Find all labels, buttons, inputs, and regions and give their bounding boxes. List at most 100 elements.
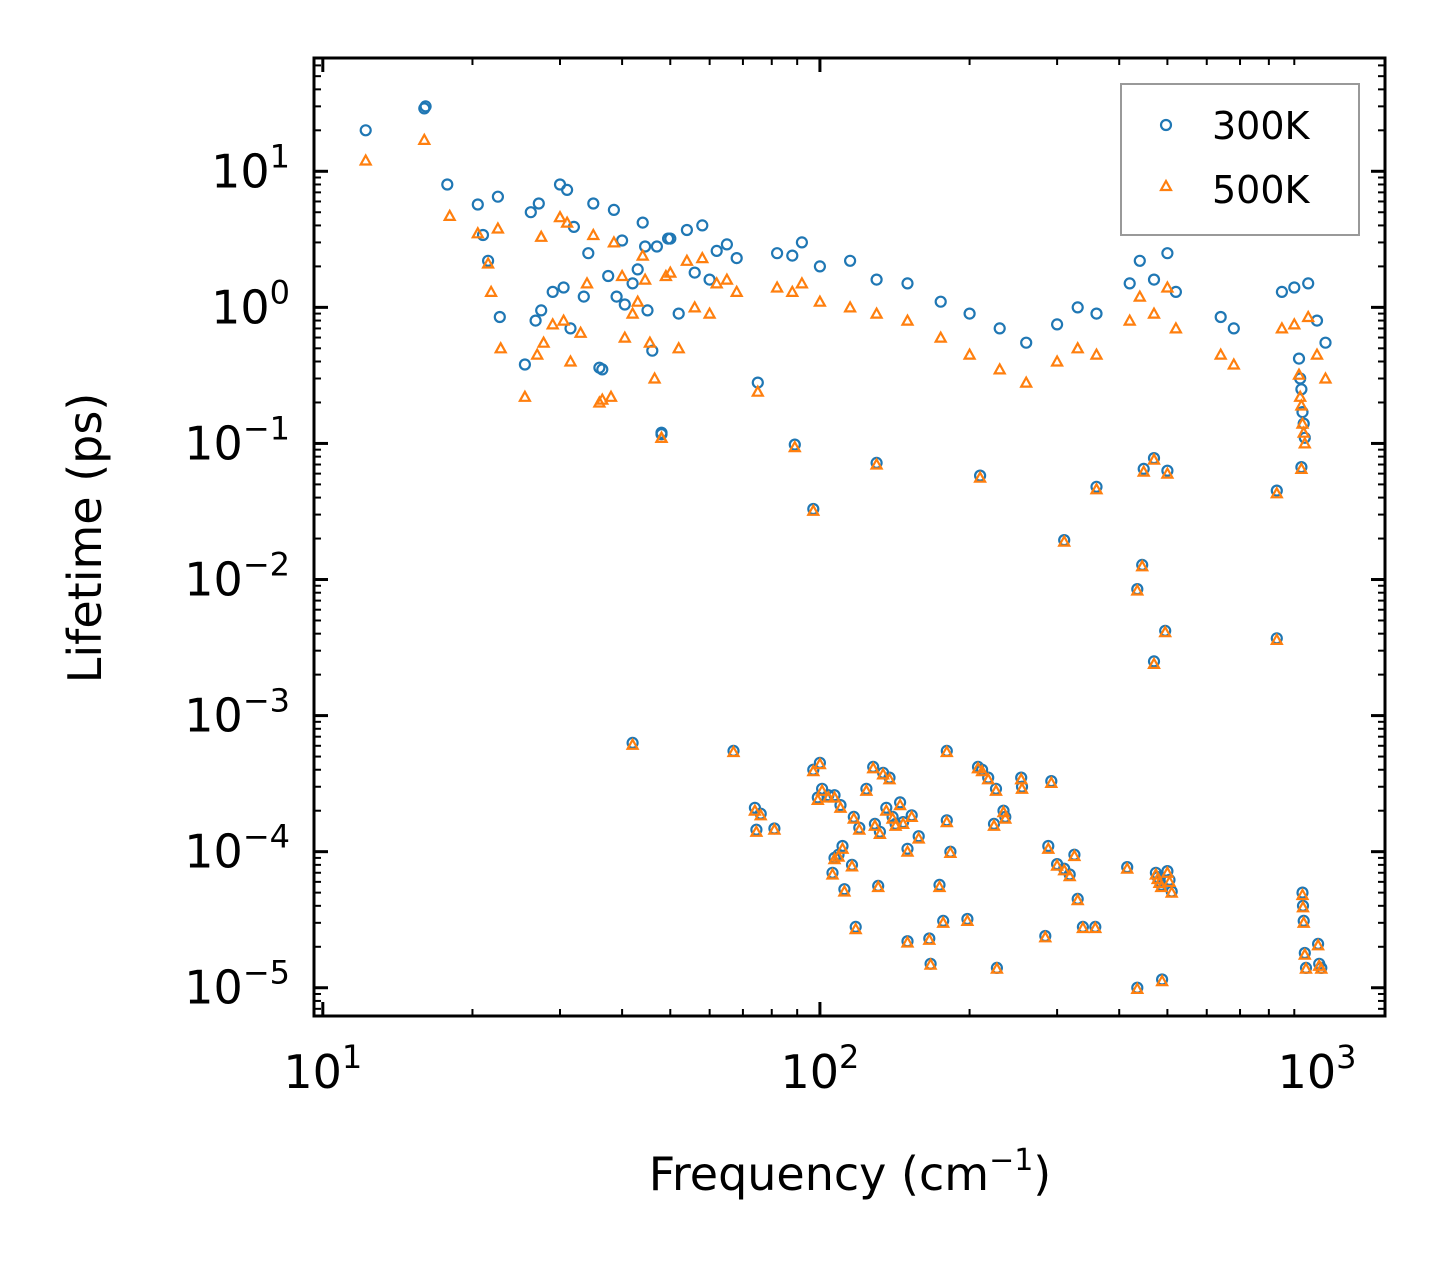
point-500k-18 — [580, 276, 594, 289]
point-500k-131 — [922, 932, 937, 945]
point-500k-22 — [604, 389, 618, 402]
point-500k-59 — [1132, 289, 1147, 302]
point-500k-58 — [1122, 313, 1137, 326]
point-300k-18 — [564, 322, 577, 335]
point-500k-41 — [720, 272, 734, 285]
point-300k-88 — [1161, 464, 1174, 477]
point-300k-40 — [672, 307, 685, 320]
point-500k-168 — [1164, 885, 1179, 898]
legend-box — [1120, 83, 1360, 236]
point-500k-148 — [1015, 781, 1029, 794]
y-tick-base: 10 — [184, 825, 243, 879]
y-tick-base: 10 — [184, 416, 243, 470]
point-500k-43 — [750, 384, 765, 397]
point-500k-116 — [866, 761, 881, 774]
point-500k-107 — [827, 851, 842, 865]
point-500k-176 — [1314, 961, 1329, 974]
point-500k-21 — [595, 392, 610, 405]
point-500k-64 — [1226, 357, 1241, 370]
point-300k-49 — [770, 247, 784, 260]
point-500k-104 — [827, 790, 842, 803]
legend-label-500k: 500K — [1212, 168, 1311, 212]
x-axis-label-end: ) — [1033, 1147, 1051, 1201]
point-500k-125 — [893, 797, 907, 811]
point-500k-62 — [1169, 321, 1183, 334]
point-500k-25 — [617, 330, 632, 343]
point-500k-37 — [687, 300, 702, 313]
point-300k-42 — [688, 266, 701, 279]
point-500k-0 — [358, 153, 373, 166]
point-500k-49 — [869, 306, 884, 319]
point-500k-118 — [871, 879, 886, 893]
point-500k-173 — [1299, 961, 1313, 974]
x-tick-base: 10 — [780, 1045, 839, 1099]
point-500k-140 — [975, 763, 989, 777]
point-300k-0 — [359, 124, 372, 137]
point-500k-97 — [749, 824, 764, 837]
point-500k-86 — [1292, 367, 1306, 380]
point-500k-172 — [1297, 947, 1312, 960]
point-500k-16 — [563, 354, 578, 367]
point-300k-76 — [788, 438, 801, 451]
point-500k-95 — [748, 803, 762, 816]
point-300k-31 — [631, 263, 644, 276]
point-300k-64 — [1133, 254, 1146, 267]
point-300k-89 — [1270, 484, 1283, 497]
point-500k-63 — [1213, 347, 1228, 360]
point-300k-63 — [1123, 277, 1136, 290]
point-500k-106 — [825, 867, 840, 880]
point-300k-44 — [703, 273, 716, 286]
point-300k-69 — [1227, 322, 1240, 335]
y-tick-exponent: −1 — [243, 409, 290, 447]
y-tick-label-4: 10−3 — [184, 682, 290, 743]
point-300k-45 — [710, 244, 723, 257]
point-500k-133 — [932, 879, 947, 893]
point-500k-120 — [876, 767, 890, 780]
point-500k-10 — [534, 229, 549, 242]
point-500k-110 — [837, 884, 852, 897]
y-tick-label-1: 100 — [211, 273, 290, 334]
point-500k-146 — [998, 811, 1013, 824]
point-300k-132 — [901, 842, 914, 855]
point-500k-94 — [726, 744, 741, 758]
point-500k-4 — [481, 256, 495, 269]
point-500k-15 — [560, 215, 574, 228]
point-500k-76 — [1089, 482, 1104, 495]
point-300k-17 — [560, 183, 574, 196]
point-500k-51 — [933, 330, 948, 343]
point-500k-111 — [845, 859, 859, 872]
point-300k-61 — [1071, 301, 1084, 314]
point-300k-9 — [518, 358, 532, 371]
point-500k-135 — [939, 814, 954, 828]
y-tick-exponent: −4 — [243, 818, 290, 856]
point-300k-53 — [843, 254, 857, 267]
point-500k-109 — [835, 841, 850, 854]
point-300k-4 — [471, 198, 484, 211]
point-500k-11 — [536, 335, 551, 348]
y-tick-label-2: 10−1 — [184, 409, 290, 470]
point-500k-91 — [1297, 436, 1312, 449]
point-300k-46 — [720, 238, 734, 251]
point-500k-99 — [806, 763, 821, 777]
point-500k-9 — [530, 347, 545, 360]
point-500k-44 — [770, 280, 784, 293]
point-500k-169 — [1295, 887, 1310, 901]
point-300k-6 — [482, 254, 495, 267]
point-300k-126 — [880, 801, 893, 814]
x-axis-label: Frequency (cm−1) — [649, 1143, 1052, 1201]
point-500k-98 — [767, 822, 782, 835]
point-500k-17 — [573, 325, 588, 338]
series-500k — [358, 132, 1333, 994]
point-300k-24 — [596, 363, 609, 376]
point-500k-152 — [1050, 858, 1064, 871]
legend-label-300k: 300K — [1212, 104, 1311, 148]
y-tick-base: 10 — [184, 553, 243, 607]
point-300k-74 — [1319, 336, 1332, 349]
point-300k-55 — [901, 277, 914, 290]
point-300k-28 — [615, 234, 629, 247]
point-500k-19 — [586, 227, 601, 241]
point-500k-40 — [709, 276, 724, 289]
point-500k-75 — [1057, 534, 1072, 547]
point-500k-42 — [729, 284, 744, 297]
point-300k-43 — [696, 219, 709, 232]
